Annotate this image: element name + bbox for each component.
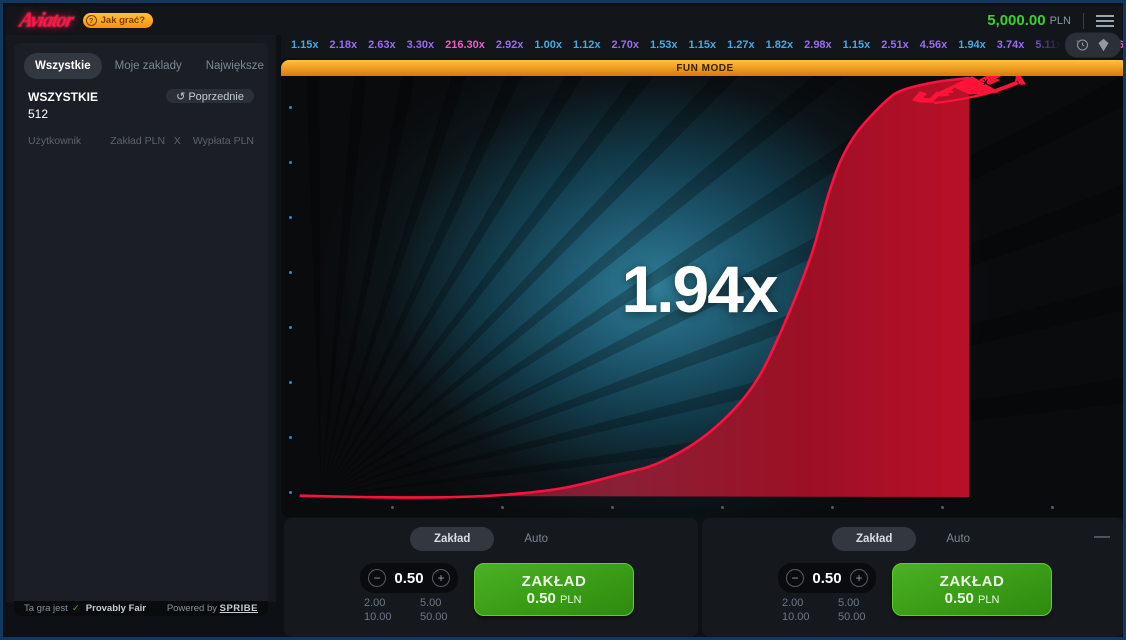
svg-text:X: X [983, 78, 989, 87]
